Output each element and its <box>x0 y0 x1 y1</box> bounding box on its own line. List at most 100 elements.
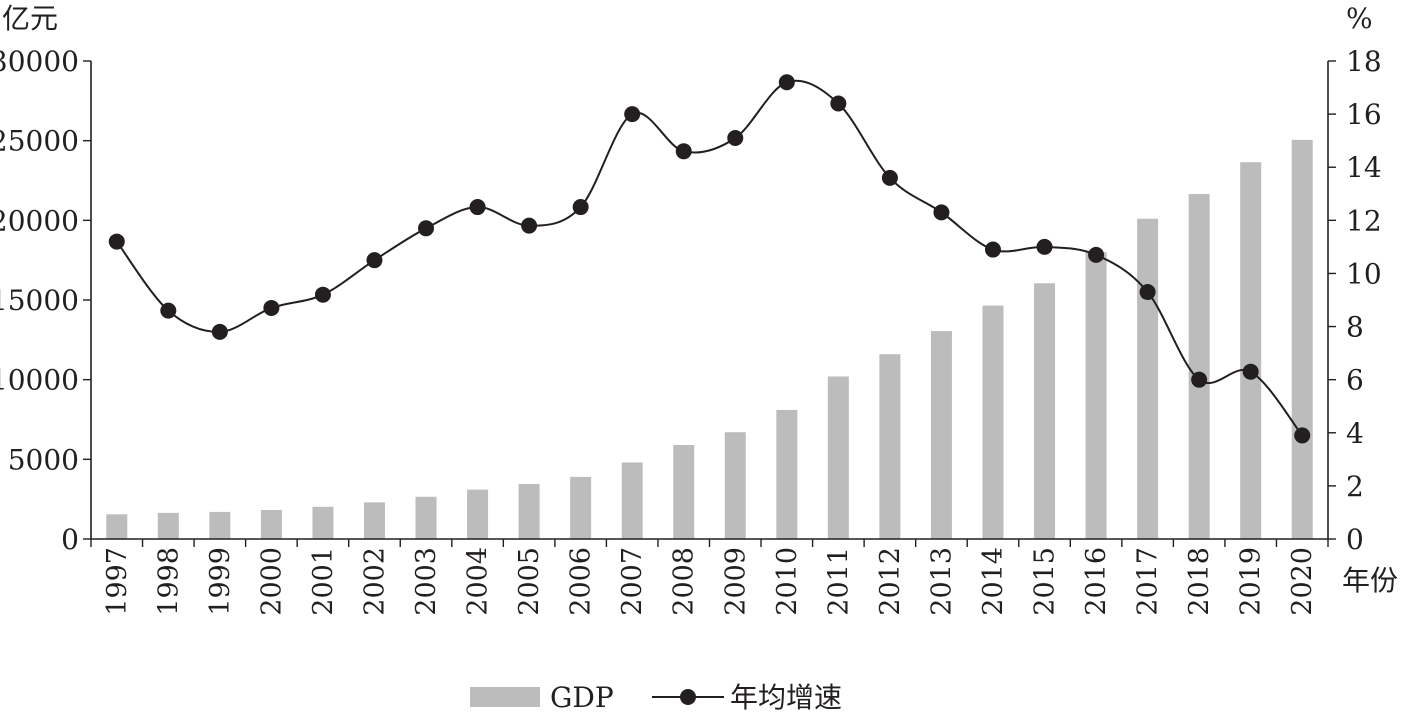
legend-line-label: 年均增速 <box>730 681 842 713</box>
bar-1998 <box>157 512 179 539</box>
x-tick-label: 2019 <box>1236 547 1267 616</box>
bar-1997 <box>106 514 128 539</box>
bar-series <box>106 139 1313 540</box>
bar-2000 <box>260 510 282 539</box>
right-axis-ticks: 0 2 4 6 8 10 12 14 16 18 <box>1328 45 1382 556</box>
growth-point-2016 <box>1088 246 1105 263</box>
bar-2011 <box>827 376 849 539</box>
x-tick-label: 2008 <box>669 547 700 616</box>
growth-point-2005 <box>521 217 538 234</box>
x-tick-label: 2012 <box>875 547 906 616</box>
right-tick-label: 0 <box>1346 523 1364 556</box>
growth-point-2004 <box>469 199 486 216</box>
left-tick-label: 25000 <box>0 125 79 158</box>
bar-2015 <box>1034 283 1056 539</box>
bar-2010 <box>776 409 798 539</box>
right-tick-label: 14 <box>1346 151 1382 184</box>
growth-point-2018 <box>1191 371 1208 388</box>
left-tick-label: 10000 <box>0 364 79 397</box>
growth-point-2010 <box>778 74 795 91</box>
legend-line-marker <box>680 689 696 705</box>
growth-point-1999 <box>211 323 228 340</box>
growth-point-2001 <box>314 286 331 303</box>
bar-2018 <box>1188 194 1210 539</box>
right-tick-label: 12 <box>1346 204 1382 237</box>
growth-point-2008 <box>675 143 692 160</box>
bar-2014 <box>982 305 1004 539</box>
x-tick-label: 2004 <box>463 547 494 616</box>
x-tick-label: 2014 <box>978 547 1009 616</box>
x-tick-label: 2009 <box>720 547 751 616</box>
growth-point-1997 <box>108 233 125 250</box>
growth-point-2006 <box>572 199 589 216</box>
bar-2020 <box>1291 139 1313 539</box>
growth-point-2007 <box>624 106 641 123</box>
right-tick-label: 8 <box>1346 311 1364 344</box>
growth-point-2020 <box>1294 427 1311 444</box>
legend: GDP 年均增速 <box>470 681 842 713</box>
line-series <box>108 74 1311 444</box>
left-axis-unit: 亿元 <box>2 2 58 35</box>
growth-point-2015 <box>1036 238 1053 255</box>
right-tick-label: 4 <box>1346 417 1364 450</box>
x-tick-label: 2011 <box>823 547 854 616</box>
x-tick-label: 2010 <box>772 547 803 616</box>
bar-2006 <box>570 476 592 539</box>
x-tick-label: 2003 <box>411 547 442 616</box>
left-tick-label: 30000 <box>0 45 79 78</box>
growth-point-2019 <box>1242 363 1259 380</box>
left-tick-label: 15000 <box>0 284 79 317</box>
x-tick-label: 2005 <box>514 547 545 616</box>
bar-2019 <box>1240 162 1262 539</box>
right-tick-label: 16 <box>1346 98 1382 131</box>
x-tick-label: 1998 <box>153 547 184 616</box>
x-tick-label: 1999 <box>205 547 236 616</box>
legend-bar-label: GDP <box>550 681 614 713</box>
growth-line <box>115 79 1304 437</box>
x-tick-label: 2000 <box>256 547 287 616</box>
legend-bar-swatch <box>470 687 540 707</box>
growth-point-2011 <box>830 95 847 112</box>
right-axis-unit: % <box>1346 2 1373 35</box>
growth-point-2009 <box>727 130 744 147</box>
x-tick-label: 2015 <box>1030 547 1061 616</box>
right-tick-label: 18 <box>1346 45 1382 78</box>
x-tick-label: 2020 <box>1287 547 1318 616</box>
x-tick-label: 2002 <box>359 547 390 616</box>
growth-point-2003 <box>418 220 435 237</box>
x-tick-label: 2006 <box>566 547 597 616</box>
growth-point-1998 <box>160 302 177 319</box>
bar-2007 <box>621 462 643 539</box>
x-axis-label: 年份 <box>1342 564 1398 597</box>
x-tick-label: 2018 <box>1184 547 1215 616</box>
x-tick-label: 2016 <box>1081 547 1112 616</box>
x-tick-label: 2017 <box>1133 547 1164 616</box>
bar-2016 <box>1085 252 1107 539</box>
x-tick-label: 2007 <box>617 547 648 616</box>
growth-point-2017 <box>1139 284 1156 301</box>
bar-2013 <box>930 331 952 539</box>
bar-2008 <box>673 444 695 539</box>
growth-point-2014 <box>984 241 1001 258</box>
growth-point-2013 <box>933 204 950 221</box>
left-tick-label: 0 <box>61 523 79 556</box>
bar-1999 <box>209 511 231 539</box>
right-tick-label: 6 <box>1346 364 1364 397</box>
x-tick-label: 1997 <box>102 547 133 616</box>
bar-2017 <box>1137 218 1159 540</box>
bar-2004 <box>467 489 489 539</box>
right-tick-label: 2 <box>1346 470 1364 503</box>
bar-2003 <box>415 496 437 539</box>
growth-point-2012 <box>881 169 898 186</box>
bar-2009 <box>724 432 746 539</box>
left-tick-label: 20000 <box>0 204 79 237</box>
growth-point-2002 <box>366 252 383 269</box>
left-tick-label: 5000 <box>8 443 79 476</box>
left-axis-ticks: 0 5000 10000 15000 20000 25000 30000 <box>0 45 91 556</box>
bar-2002 <box>363 502 385 539</box>
right-tick-label: 10 <box>1346 257 1382 290</box>
x-tick-label: 2013 <box>926 547 957 616</box>
x-axis-ticks: 1997 1998 1999 2000 2001 2002 2003 2004 2005 2006… <box>90 539 1329 616</box>
growth-point-2000 <box>263 299 280 316</box>
